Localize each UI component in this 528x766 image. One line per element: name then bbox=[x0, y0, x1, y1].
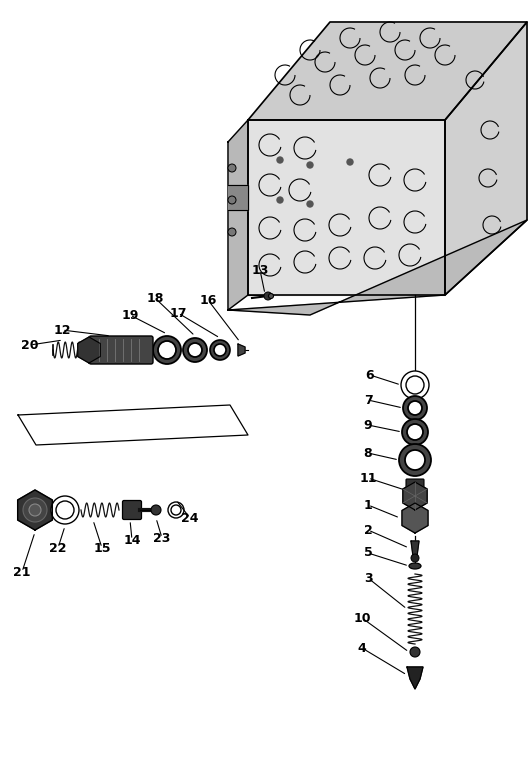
Text: 17: 17 bbox=[169, 306, 187, 319]
Polygon shape bbox=[407, 667, 423, 689]
Ellipse shape bbox=[210, 340, 230, 360]
Circle shape bbox=[347, 159, 353, 165]
Ellipse shape bbox=[409, 563, 421, 569]
Ellipse shape bbox=[402, 419, 428, 445]
Polygon shape bbox=[238, 344, 245, 356]
Text: 6: 6 bbox=[366, 368, 374, 381]
Ellipse shape bbox=[228, 196, 236, 204]
Ellipse shape bbox=[228, 164, 236, 172]
Ellipse shape bbox=[228, 228, 236, 236]
Text: 22: 22 bbox=[49, 542, 67, 555]
Ellipse shape bbox=[405, 450, 425, 470]
Circle shape bbox=[277, 197, 283, 203]
Ellipse shape bbox=[183, 338, 207, 362]
Text: 12: 12 bbox=[53, 323, 71, 336]
Text: 3: 3 bbox=[364, 571, 372, 584]
Ellipse shape bbox=[406, 376, 424, 394]
Ellipse shape bbox=[408, 401, 422, 415]
Text: 19: 19 bbox=[121, 309, 139, 322]
Polygon shape bbox=[411, 541, 419, 556]
Text: 9: 9 bbox=[364, 418, 372, 431]
Text: 2: 2 bbox=[364, 523, 372, 536]
Text: 14: 14 bbox=[123, 533, 141, 546]
Text: 5: 5 bbox=[364, 546, 372, 559]
Text: 7: 7 bbox=[364, 394, 372, 407]
Circle shape bbox=[151, 505, 161, 515]
Ellipse shape bbox=[269, 293, 274, 299]
Text: 15: 15 bbox=[93, 542, 111, 555]
Ellipse shape bbox=[171, 505, 181, 515]
Polygon shape bbox=[403, 482, 427, 510]
Circle shape bbox=[307, 201, 313, 207]
Circle shape bbox=[277, 157, 283, 163]
Polygon shape bbox=[78, 337, 100, 363]
Ellipse shape bbox=[56, 501, 74, 519]
Polygon shape bbox=[228, 185, 248, 210]
Polygon shape bbox=[248, 22, 527, 120]
Text: 20: 20 bbox=[21, 339, 39, 352]
Ellipse shape bbox=[401, 371, 429, 399]
Text: 11: 11 bbox=[359, 472, 377, 485]
Polygon shape bbox=[248, 120, 445, 295]
Polygon shape bbox=[445, 22, 527, 295]
FancyBboxPatch shape bbox=[89, 336, 153, 364]
Text: 24: 24 bbox=[181, 512, 199, 525]
Text: 23: 23 bbox=[153, 532, 171, 545]
Ellipse shape bbox=[29, 504, 41, 516]
Ellipse shape bbox=[403, 396, 427, 420]
Text: 1: 1 bbox=[364, 499, 372, 512]
Ellipse shape bbox=[51, 496, 79, 524]
Circle shape bbox=[264, 292, 272, 300]
Text: 13: 13 bbox=[251, 264, 269, 277]
Text: 8: 8 bbox=[364, 447, 372, 460]
FancyBboxPatch shape bbox=[406, 479, 424, 493]
Polygon shape bbox=[228, 120, 248, 310]
Polygon shape bbox=[17, 490, 52, 530]
Ellipse shape bbox=[158, 341, 176, 359]
FancyBboxPatch shape bbox=[122, 500, 142, 519]
Ellipse shape bbox=[407, 424, 423, 440]
Ellipse shape bbox=[153, 336, 181, 364]
Polygon shape bbox=[228, 220, 527, 315]
Circle shape bbox=[410, 647, 420, 657]
Text: 4: 4 bbox=[357, 641, 366, 654]
Ellipse shape bbox=[399, 444, 431, 476]
Text: 16: 16 bbox=[199, 293, 216, 306]
Ellipse shape bbox=[168, 502, 184, 518]
Ellipse shape bbox=[23, 498, 47, 522]
Ellipse shape bbox=[214, 344, 226, 356]
Text: 10: 10 bbox=[353, 611, 371, 624]
Circle shape bbox=[307, 162, 313, 168]
Polygon shape bbox=[402, 503, 428, 533]
Polygon shape bbox=[18, 405, 248, 445]
Circle shape bbox=[411, 554, 419, 562]
Text: 21: 21 bbox=[13, 565, 31, 578]
Text: 18: 18 bbox=[146, 292, 164, 305]
Ellipse shape bbox=[188, 343, 202, 357]
